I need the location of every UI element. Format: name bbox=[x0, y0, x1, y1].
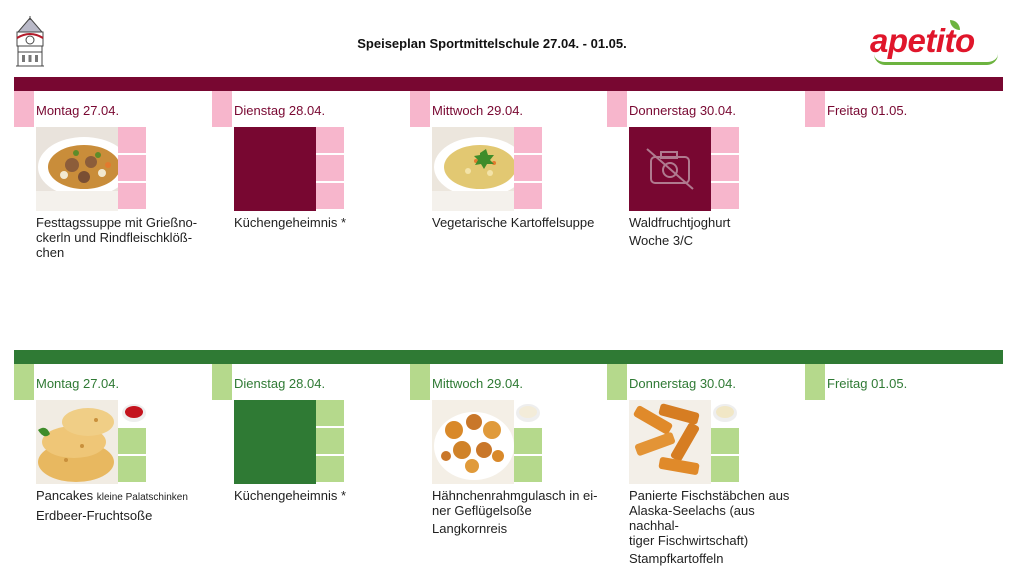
side-tiles bbox=[711, 400, 739, 484]
potato-soup-photo bbox=[432, 127, 514, 211]
side-tiles bbox=[316, 127, 344, 211]
dish-text: Küchengeheimnis * bbox=[234, 488, 404, 503]
day-card: Montag 27.04. Festtagssuppe mit Grießno-… bbox=[14, 91, 197, 260]
dish-line: Festtagssuppe mit Grießno- bbox=[36, 215, 198, 230]
day-tab bbox=[805, 91, 825, 127]
swoosh-icon bbox=[874, 54, 998, 65]
page-title: Speiseplan Sportmittelschule 27.04. - 01… bbox=[357, 36, 627, 51]
dish-line: Langkornreis bbox=[432, 521, 508, 536]
day-card: Mittwoch 29.04. Vegetarische Kartoffelsu… bbox=[410, 91, 594, 230]
day-label: Dienstag 28.04. bbox=[234, 376, 326, 391]
apetito-logo: apetito bbox=[866, 20, 1002, 65]
no-photo-icon bbox=[629, 127, 711, 211]
school-tower-logo bbox=[14, 16, 46, 70]
day-tab bbox=[607, 91, 627, 127]
dish-main: Pancakes bbox=[36, 488, 94, 503]
dish-line: Hähnchenrahmgulasch in ei- bbox=[432, 488, 598, 503]
side-tiles bbox=[711, 127, 739, 211]
day-card: Dienstag 28.04. Küchengeheimnis * bbox=[212, 91, 392, 230]
soup-meatballs-photo bbox=[36, 127, 118, 211]
dish-line: Waldfruchtjoghurt bbox=[629, 215, 731, 230]
menu2-band bbox=[14, 350, 1003, 364]
dish-line: Woche 3/C bbox=[629, 233, 694, 248]
dish-line: tiger Fischwirtschaft) bbox=[629, 533, 749, 548]
dish-text: Festtagssuppe mit Grießno- ckerln und Ri… bbox=[36, 215, 206, 260]
side-tiles bbox=[514, 127, 542, 211]
dish-line: Panierte Fischstäbchen aus bbox=[629, 488, 790, 503]
dish-line: Alaska-Seelachs (aus nachhal- bbox=[629, 503, 755, 533]
mash-thumbnail bbox=[711, 400, 739, 426]
dish-text: Panierte Fischstäbchen aus Alaska-Seelac… bbox=[629, 488, 799, 566]
fish-sticks-photo bbox=[629, 400, 711, 484]
side-tiles bbox=[118, 400, 146, 484]
day-label: Montag 27.04. bbox=[36, 376, 120, 391]
day-tab bbox=[410, 91, 430, 127]
side-tiles bbox=[316, 400, 344, 484]
day-tab bbox=[212, 91, 232, 127]
side-tiles bbox=[514, 400, 542, 484]
day-label: Montag 27.04. bbox=[36, 103, 120, 118]
day-tab bbox=[14, 91, 34, 127]
page-header: Speiseplan Sportmittelschule 27.04. - 01… bbox=[0, 0, 1024, 76]
day-card: Donnerstag 30.04. Panierte Fischstäbchen… bbox=[607, 364, 789, 566]
day-tab bbox=[410, 364, 430, 400]
side-tiles bbox=[118, 127, 146, 211]
pancakes-photo bbox=[36, 400, 118, 484]
dish-line: ckerln und Rindfleischklöß- bbox=[36, 230, 193, 245]
day-label: Dienstag 28.04. bbox=[234, 103, 326, 118]
placeholder-image bbox=[234, 127, 316, 211]
dish-line: Küchengeheimnis * bbox=[234, 488, 347, 503]
day-tab bbox=[805, 364, 825, 400]
dish-line: Erdbeer-Fruchtsoße bbox=[36, 508, 153, 523]
day-card: Freitag 01.05. bbox=[805, 364, 985, 400]
day-label: Freitag 01.05. bbox=[827, 376, 908, 391]
dish-note: kleine Palatschinken bbox=[96, 492, 188, 503]
dish-line: Stampfkartoffeln bbox=[629, 551, 724, 566]
dish-text: Pancakes kleine Palatschinken Erdbeer-Fr… bbox=[36, 488, 206, 523]
day-label: Mittwoch 29.04. bbox=[432, 103, 524, 118]
leaf-icon bbox=[950, 20, 960, 30]
day-tab bbox=[212, 364, 232, 400]
day-tab bbox=[607, 364, 627, 400]
dish-line: Pancakes kleine Palatschinken bbox=[36, 488, 206, 505]
day-label: Donnerstag 30.04. bbox=[629, 376, 736, 391]
dish-line: chen bbox=[36, 245, 65, 260]
sauce-thumbnail bbox=[118, 400, 146, 426]
placeholder-image bbox=[234, 400, 316, 484]
day-label: Mittwoch 29.04. bbox=[432, 376, 524, 391]
dish-line: Vegetarische Kartoffelsuppe bbox=[432, 215, 595, 230]
day-card: Dienstag 28.04. Küchengeheimnis * bbox=[212, 364, 392, 503]
dish-text: Waldfruchtjoghurt Woche 3/C bbox=[629, 215, 799, 248]
chicken-goulash-photo bbox=[432, 400, 514, 484]
dish-line: ner Geflügelsoße bbox=[432, 503, 532, 518]
day-card: Mittwoch 29.04. Hähnchenrahmgulasch in e… bbox=[410, 364, 597, 536]
day-card: Freitag 01.05. bbox=[805, 91, 985, 127]
dish-line: Küchengeheimnis * bbox=[234, 215, 347, 230]
day-card: Montag 27.04. Pancakes kleine Palatschin… bbox=[14, 364, 194, 523]
day-tab bbox=[14, 364, 34, 400]
day-label: Freitag 01.05. bbox=[827, 103, 908, 118]
day-label: Donnerstag 30.04. bbox=[629, 103, 736, 118]
rice-thumbnail bbox=[514, 400, 542, 426]
day-card: Donnerstag 30.04. Waldfruchtjoghurt Woch… bbox=[607, 91, 787, 248]
menu1-band bbox=[14, 77, 1003, 91]
dish-text: Vegetarische Kartoffelsuppe bbox=[432, 215, 602, 230]
dish-text: Hähnchenrahmgulasch in ei- ner Geflügels… bbox=[432, 488, 602, 536]
dish-text: Küchengeheimnis * bbox=[234, 215, 404, 230]
